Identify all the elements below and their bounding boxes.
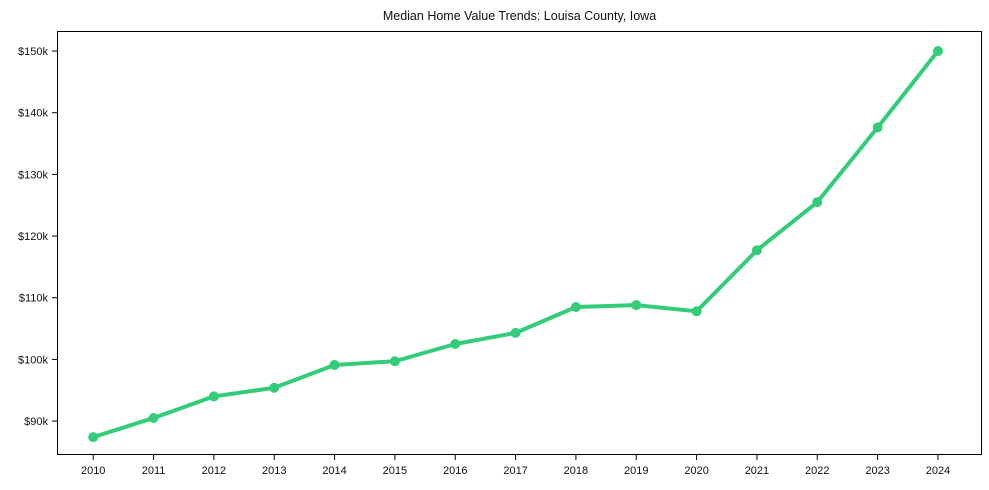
x-tick-label: 2015 <box>383 465 407 477</box>
y-tick-label: $130k <box>18 169 48 181</box>
data-point-2012 <box>208 391 219 402</box>
x-tick-label: 2023 <box>865 465 889 477</box>
x-tick-label: 2014 <box>322 465 346 477</box>
data-point-2016 <box>450 338 461 349</box>
x-tick-label: 2024 <box>926 465 950 477</box>
data-point-2024 <box>932 46 943 57</box>
data-point-2019 <box>631 300 642 311</box>
x-tick-label: 2022 <box>805 465 829 477</box>
y-tick-label: $120k <box>18 231 48 243</box>
y-tick-label: $150k <box>18 46 48 58</box>
data-point-2020 <box>691 306 702 317</box>
x-tick-label: 2018 <box>564 465 588 477</box>
series-layer <box>88 46 943 443</box>
x-tick-label: 2016 <box>443 465 467 477</box>
data-point-2015 <box>389 356 400 367</box>
data-point-2021 <box>751 245 762 256</box>
data-point-2010 <box>88 432 99 443</box>
data-point-2011 <box>148 412 159 423</box>
y-tick-label: $110k <box>19 293 49 305</box>
y-tick-label: $100k <box>18 354 48 366</box>
x-tick-label: 2012 <box>202 465 226 477</box>
series-line <box>91 49 940 440</box>
data-point-2014 <box>329 359 340 370</box>
axes-layer: 2010 2011 2012 2013 2014 2015 2016 2017 2018 2019… <box>18 31 982 477</box>
x-tick-label: 2011 <box>142 465 166 477</box>
x-tick-label: 2013 <box>262 465 286 477</box>
y-tick-label: $90k <box>24 416 48 428</box>
x-tick-label: 2010 <box>81 465 105 477</box>
chart-title: Median Home Value Trends: Louisa County,… <box>383 9 656 23</box>
data-point-2023 <box>872 122 883 133</box>
x-tick-label: 2021 <box>745 465 769 477</box>
data-point-2018 <box>570 301 581 312</box>
y-tick-label: $140k <box>18 108 48 120</box>
data-point-2022 <box>812 197 823 208</box>
data-point-2013 <box>269 382 280 393</box>
x-tick-label: 2020 <box>684 465 708 477</box>
x-tick-label: 2017 <box>503 465 527 477</box>
plot-frame <box>57 31 982 455</box>
data-point-2017 <box>510 327 521 338</box>
x-tick-label: 2019 <box>624 465 648 477</box>
